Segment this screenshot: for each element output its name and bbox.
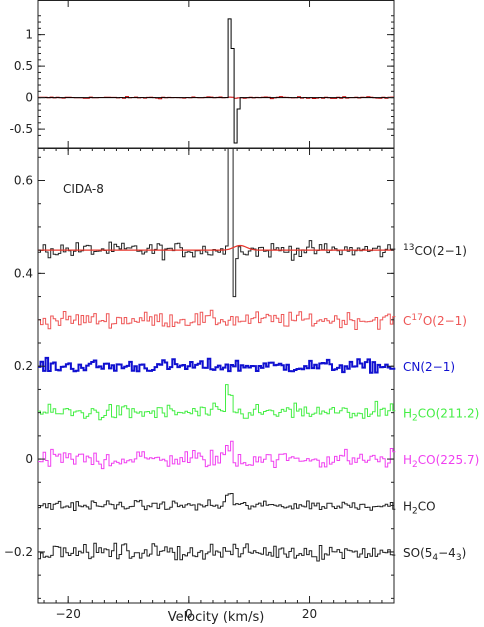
spectrum-so-54-43-	[38, 542, 396, 562]
series-label-part: 2	[412, 414, 418, 424]
xtick-label: −20	[56, 607, 81, 621]
ytick-label: 0	[25, 452, 33, 466]
x-axis-label: Velocity (km/s)	[168, 610, 265, 625]
fit-line-13co	[38, 244, 394, 251]
series-label-part: 17	[411, 313, 422, 323]
series-label-part: 2	[412, 507, 418, 517]
ytick-label: −0.2	[4, 545, 33, 559]
series-label-part: H	[403, 453, 412, 467]
series-label-part: C	[403, 314, 411, 328]
series-label: CN(2−1)	[403, 360, 455, 374]
bottom-panel-frame	[37, 147, 395, 604]
series-label-part: H	[403, 500, 412, 514]
top-ytick-label: 0.5	[14, 59, 33, 73]
series-label: H2CO(211.2)	[403, 407, 479, 424]
spectrum-h2co-211-2-	[38, 384, 396, 421]
series-label-part: 2	[412, 460, 418, 470]
top-panel: -0.5 0 0.5 1	[10, 0, 395, 149]
series-label-part: CN(2−1)	[403, 360, 455, 374]
top-ytick-label: -0.5	[10, 122, 33, 136]
series-label-part: 13	[403, 243, 414, 253]
series-label-part: CO(2−1)	[414, 244, 467, 258]
xtick-label: 20	[302, 607, 317, 621]
series-label-part: CO(225.7)	[418, 453, 480, 467]
ytick-label: 0.6	[14, 174, 33, 188]
series-label: SO(54−43)	[403, 546, 466, 563]
spectrum-13co-2-1-	[38, 147, 396, 298]
series-label-part: 4	[432, 553, 438, 563]
top-panel-frame	[37, 0, 395, 149]
panel-title: CIDA-8	[63, 182, 104, 196]
spectrum-c17o-2-1-	[38, 309, 396, 330]
series-label-part: SO(5	[403, 546, 432, 560]
top-ytick-label: 1	[25, 28, 33, 42]
series-label-part: −4	[438, 546, 456, 560]
series-label: H2CO	[403, 500, 436, 517]
top-ytick-label: 0	[25, 91, 33, 105]
spectrum-cn-2-1-	[38, 356, 396, 374]
series-label-part: CO(211.2)	[418, 407, 480, 421]
series-label-part: 3	[456, 553, 462, 563]
spectrum-h2co	[38, 493, 396, 511]
series-label: 13CO(2−1)	[403, 243, 467, 258]
series-label: C17O(2−1)	[403, 313, 467, 328]
series-label-part: )	[462, 546, 467, 560]
series-label-part: O(2−1)	[423, 314, 467, 328]
bottom-panel: 13CO(2−1)C17O(2−1)CN(2−1)H2CO(211.2)H2CO…	[4, 147, 479, 621]
series-label-part: H	[403, 407, 412, 421]
xtick-label: 0	[185, 607, 193, 621]
series-label-part: CO	[418, 500, 436, 514]
ytick-label: 0.4	[14, 266, 33, 280]
series-label: H2CO(225.7)	[403, 453, 479, 470]
spectrum-h2co-225-7-	[38, 440, 396, 470]
ytick-label: 0.2	[14, 359, 33, 373]
top-residual-trace	[38, 18, 394, 144]
